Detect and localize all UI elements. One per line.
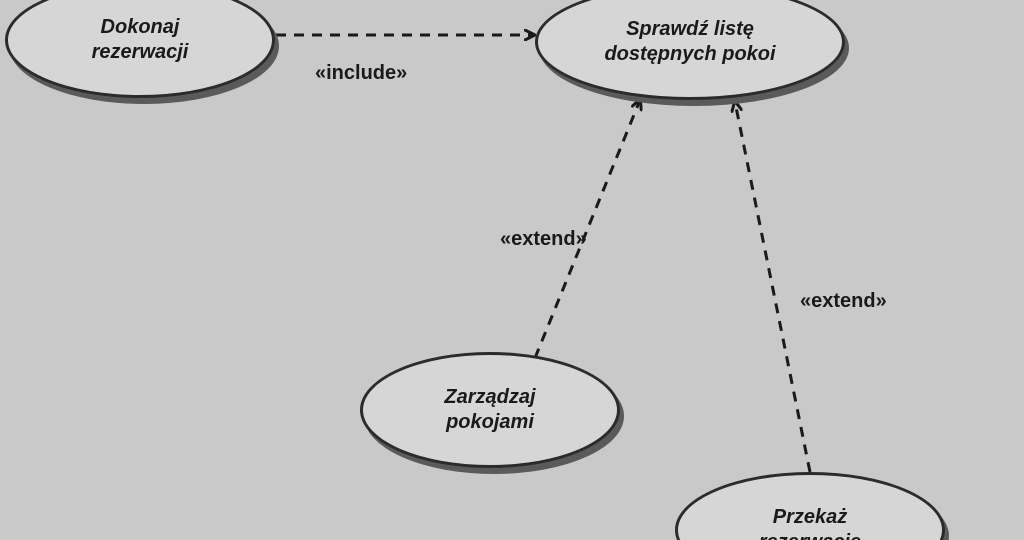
usecase-dokonaj-rezerwacji: Dokonaj rezerwacji bbox=[5, 0, 275, 98]
usecase-sprawdz-liste: Sprawdź listę dostępnych pokoi bbox=[535, 0, 845, 100]
node-label-line: pokojami bbox=[446, 411, 534, 433]
edge-extend-2 bbox=[735, 102, 810, 472]
usecase-zarzadzaj-pokojami: Zarządzaj pokojami bbox=[360, 352, 620, 468]
node-label-line: Zarządzaj bbox=[444, 386, 535, 408]
usecase-przekaz-rezerwacje: Przekaż rezerwację bbox=[675, 472, 945, 540]
edge-label-extend-1: «extend» bbox=[500, 228, 587, 251]
node-label-line: dostępnych pokoi bbox=[604, 43, 775, 65]
node-label-line: rezerwacji bbox=[92, 41, 189, 63]
node-label-line: Sprawdź listę bbox=[626, 18, 754, 40]
node-label-line: Przekaż bbox=[773, 506, 848, 528]
edge-label-extend-2: «extend» bbox=[800, 290, 887, 313]
node-label-line: rezerwację bbox=[759, 531, 861, 540]
diagram-canvas: Dokonaj rezerwacji Sprawdź listę dostępn… bbox=[0, 0, 1024, 540]
edge-label-include: «include» bbox=[315, 62, 407, 85]
node-label-line: Dokonaj bbox=[101, 16, 180, 38]
